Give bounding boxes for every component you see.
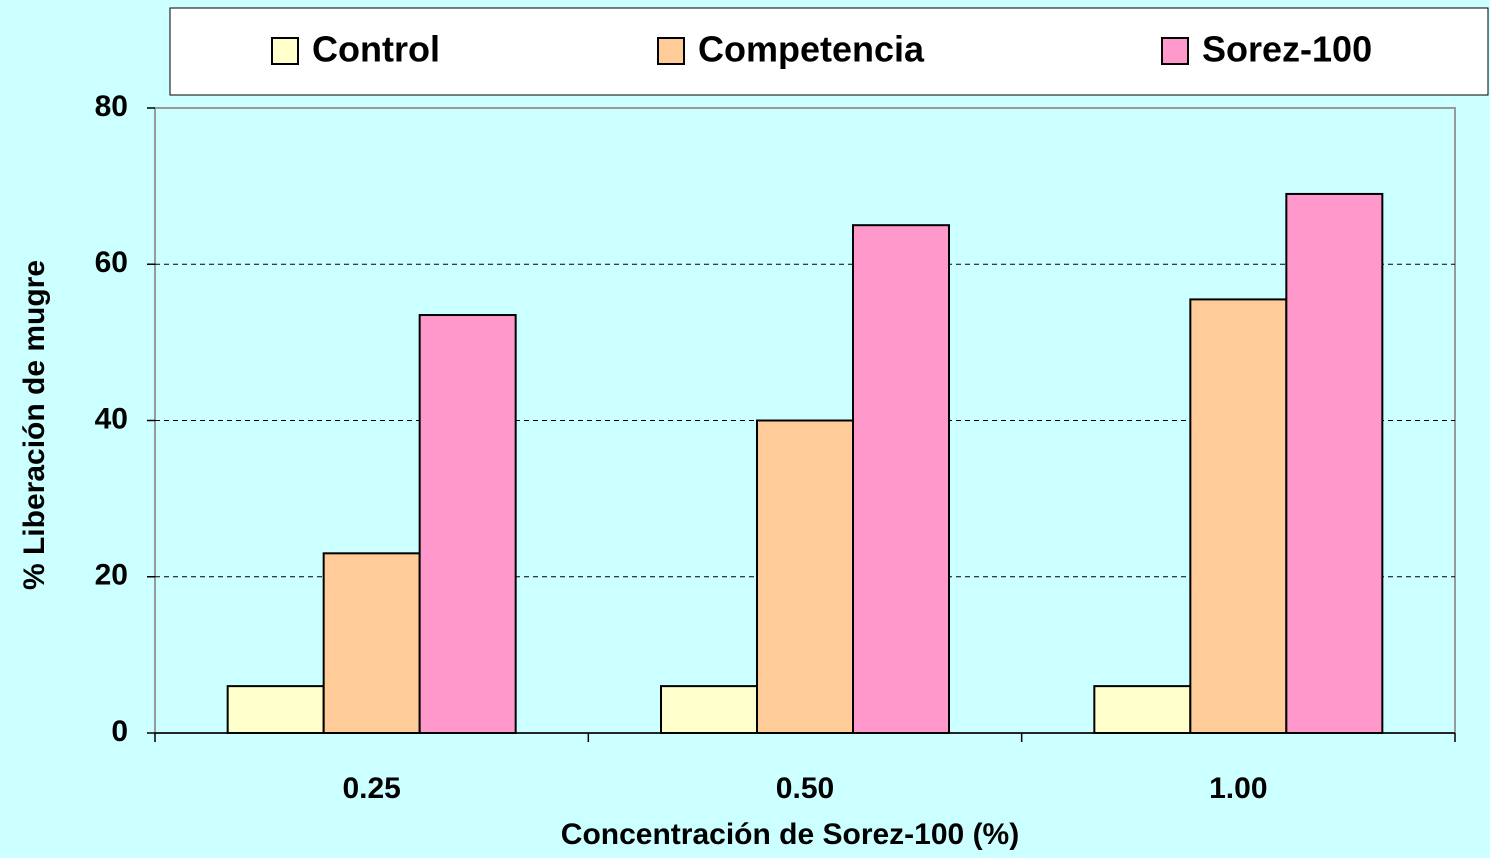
legend-label: Sorez-100 [1202,29,1372,70]
bar [1093,685,1192,734]
bar [1285,192,1384,734]
y-tick-label: 20 [95,559,128,592]
legend-label: Control [312,29,440,70]
y-tick-label: 0 [111,715,128,748]
legend-swatch [1161,37,1189,65]
x-tick-label: 1.00 [1209,772,1267,805]
x-axis-label: Concentración de Sorez-100 (%) [561,818,1019,851]
bar [852,224,950,734]
x-tick-label: 0.50 [776,772,834,805]
y-axis-label: % Liberación de mugre [18,260,51,590]
x-tick-label: 0.25 [342,772,400,805]
bar [226,685,325,734]
legend-swatch [271,37,299,65]
y-tick-label: 40 [95,402,128,435]
bar [756,419,854,734]
bar [660,685,758,734]
legend-label: Competencia [698,29,925,70]
legend-box [169,7,1489,96]
bar [418,314,517,734]
y-tick-label: 60 [95,246,128,279]
y-tick-label: 80 [95,90,128,123]
bar [322,552,421,734]
legend-swatch [657,37,685,65]
bar [1189,298,1288,734]
